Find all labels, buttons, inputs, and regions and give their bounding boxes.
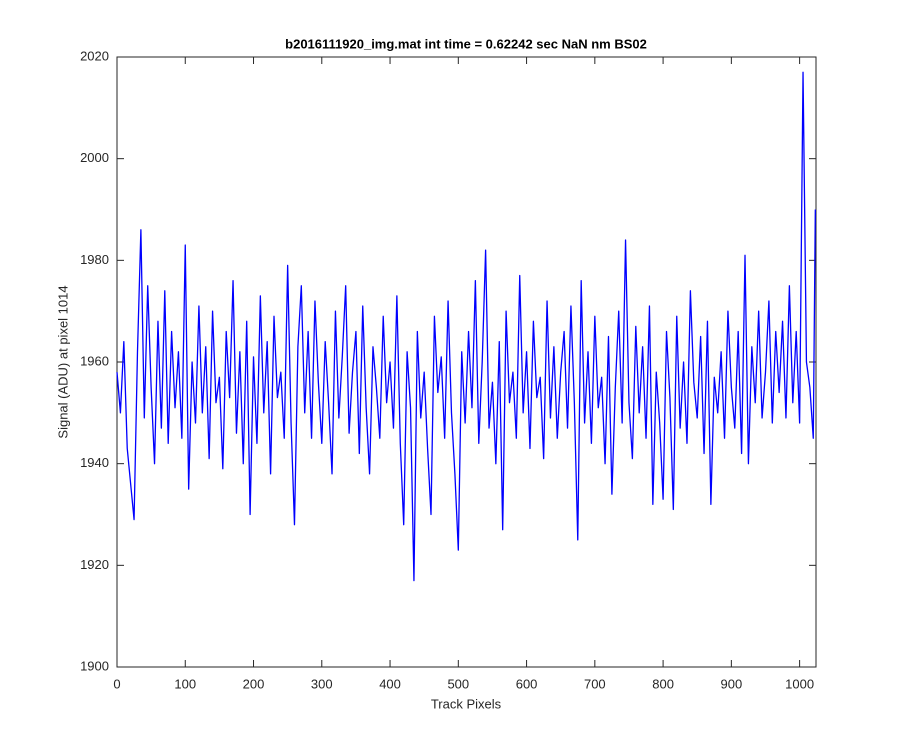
- x-tick-label: 200: [243, 676, 265, 691]
- y-tick-label: 1960: [80, 353, 109, 368]
- x-tick-label: 1000: [785, 676, 814, 691]
- y-tick-label: 1980: [80, 252, 109, 267]
- y-tick-label: 1900: [80, 658, 109, 673]
- x-tick-label: 700: [584, 676, 606, 691]
- y-tick-label: 2020: [80, 48, 109, 63]
- y-tick-label: 1920: [80, 557, 109, 572]
- x-tick-label: 800: [652, 676, 674, 691]
- x-tick-label: 400: [379, 676, 401, 691]
- y-axis-label: Signal (ADU) at pixel 1014: [55, 285, 70, 438]
- data-line: [116, 71, 816, 582]
- x-tick-label: 300: [311, 676, 333, 691]
- x-tick-label: 100: [174, 676, 196, 691]
- x-axis-label: Track Pixels: [431, 696, 502, 711]
- x-tick-label: 900: [721, 676, 743, 691]
- x-tick-label: 600: [516, 676, 538, 691]
- x-tick-label: 500: [447, 676, 469, 691]
- y-tick-label: 1940: [80, 455, 109, 470]
- y-tick-label: 2000: [80, 150, 109, 165]
- x-tick-label: 0: [113, 676, 120, 691]
- chart-title: b2016111920_img.mat int time = 0.62242 s…: [285, 36, 647, 51]
